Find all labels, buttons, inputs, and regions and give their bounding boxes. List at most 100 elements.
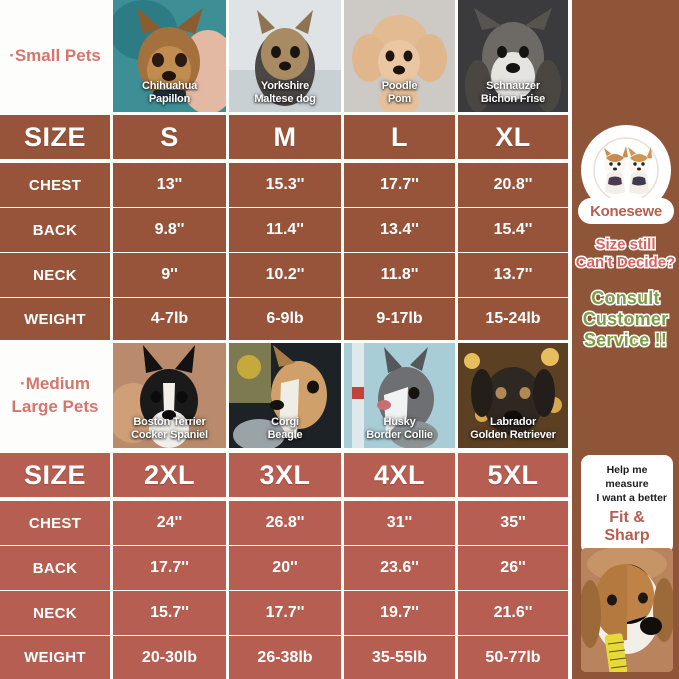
large-back-4xl: 23.6'' <box>344 546 455 590</box>
husky-art <box>344 343 455 448</box>
corgi-line2: Beagle <box>267 428 303 441</box>
small-weight-m: 6-9lb <box>229 298 341 340</box>
large-table-size-3xl: 3XL <box>229 453 341 497</box>
small-table-size-header: SIZE <box>0 115 110 159</box>
yorkshire-line2: Maltese dog <box>254 92 316 105</box>
small-weight-l: 9-17lb <box>344 298 455 340</box>
promo-green-line3[interactable]: Service !! <box>582 329 668 352</box>
boston-terrier-art <box>113 343 226 448</box>
large-row-label-neck: NECK <box>0 591 110 635</box>
small-neck-s: 9'' <box>113 253 226 297</box>
chihuahua-line1: Chihuahua <box>141 80 198 93</box>
chihuahua-photo: Chihuahua Papillon <box>113 0 226 112</box>
small-back-xl: 15.4'' <box>458 208 568 252</box>
schnauzer-art <box>458 0 568 112</box>
large-table-size-2xl: 2XL <box>113 453 226 497</box>
large-chest-2xl: 24'' <box>113 501 226 545</box>
large-pets-label: ·Medium Large Pets <box>0 343 110 448</box>
small-row-label-back: BACK <box>0 208 110 252</box>
small-row-label-chest: CHEST <box>0 163 110 207</box>
large-weight-5xl: 50-77lb <box>458 636 568 679</box>
large-row-label-weight: WEIGHT <box>0 636 110 679</box>
bubble-line1: Help me measure <box>605 464 649 491</box>
large-chest-3xl: 26.8'' <box>229 501 341 545</box>
schnauzer-line1: Schnauzer <box>486 80 540 93</box>
large-back-3xl: 20'' <box>229 546 341 590</box>
large-pets-label-line1: ·Medium <box>20 373 90 393</box>
large-weight-4xl: 35-55lb <box>344 636 455 679</box>
large-table-size-5xl: 5XL <box>458 453 568 497</box>
yorkshire-photo: Yorkshire Maltese dog <box>229 0 341 112</box>
promo-question: Size still Can't Decide? <box>572 235 679 273</box>
small-pets-label-text: ·Small Pets <box>9 45 101 65</box>
yorkshire-line1: Yorkshire <box>260 80 310 93</box>
promo-green-line1[interactable]: Consult <box>590 286 661 309</box>
small-table-header-divider <box>0 160 568 162</box>
small-row-label-weight: WEIGHT <box>0 298 110 340</box>
large-table-size-4xl: 4XL <box>344 453 455 497</box>
corgi-line1: Corgi <box>271 416 299 429</box>
poodle-art <box>344 0 455 112</box>
large-chest-4xl: 31'' <box>344 501 455 545</box>
boston-terrier-line2: Cocker Spaniel <box>131 428 208 441</box>
large-back-5xl: 26'' <box>458 546 568 590</box>
small-chest-m: 15.3'' <box>229 163 341 207</box>
poodle-photo: Poodle Pom <box>344 0 455 112</box>
small-table-size-s: S <box>113 115 226 159</box>
large-row-label-chest: CHEST <box>0 501 110 545</box>
brand-name-text: Konesewe <box>590 202 662 220</box>
small-table-size-l: L <box>344 115 455 159</box>
bubble-line3: Fit & Sharp <box>604 508 650 544</box>
small-back-m: 11.4'' <box>229 208 341 252</box>
corgi-photo: Corgi Beagle <box>229 343 341 448</box>
small-back-s: 9.8'' <box>113 208 226 252</box>
measure-speech-bubble: Help me measure I want a better Fit & Sh… <box>581 455 673 565</box>
small-table-size-xl: XL <box>458 115 568 159</box>
beagle-measuring-tape-art <box>581 548 673 672</box>
large-pets-label-line2: Large Pets <box>11 396 99 416</box>
small-weight-s: 4-7lb <box>113 298 226 340</box>
boston-terrier-photo: Boston Terrier Cocker Spaniel <box>113 343 226 448</box>
promo-pink-line2: Can't Decide? <box>574 252 676 272</box>
bubble-line2: I want a better <box>596 492 667 505</box>
brand-name: Konesewe <box>578 198 674 224</box>
schnauzer-caption: Schnauzer Bichon Frise <box>458 80 568 112</box>
small-neck-l: 11.8'' <box>344 253 455 297</box>
chihuahua-line2: Papillon <box>148 92 191 105</box>
large-weight-2xl: 20-30lb <box>113 636 226 679</box>
husky-line2: Border Collie <box>366 428 433 441</box>
corgi-caption: Corgi Beagle <box>229 416 341 448</box>
chihuahua-caption: Chihuahua Papillon <box>113 80 226 112</box>
yorkshire-caption: Yorkshire Maltese dog <box>229 80 341 112</box>
corgi-art <box>229 343 341 448</box>
small-chest-s: 13'' <box>113 163 226 207</box>
small-table-size-m: M <box>229 115 341 159</box>
large-row-label-back: BACK <box>0 546 110 590</box>
promo-cta[interactable]: Consult Customer Service !! <box>572 286 679 352</box>
small-neck-xl: 13.7'' <box>458 253 568 297</box>
small-back-l: 13.4'' <box>344 208 455 252</box>
small-chest-xl: 20.8'' <box>458 163 568 207</box>
small-row-label-neck: NECK <box>0 253 110 297</box>
promo-green-line2[interactable]: Customer <box>581 308 669 331</box>
labrador-caption: Labrador Golden Retriever <box>458 416 568 448</box>
husky-photo: Husky Border Collie <box>344 343 455 448</box>
small-pets-label: ·Small Pets <box>0 0 110 112</box>
schnauzer-line2: Bichon Frise <box>480 92 546 105</box>
small-neck-m: 10.2'' <box>229 253 341 297</box>
large-chest-5xl: 35'' <box>458 501 568 545</box>
large-table-size-header: SIZE <box>0 453 110 497</box>
boston-terrier-line1: Boston Terrier <box>133 416 206 429</box>
schnauzer-photo: Schnauzer Bichon Frise <box>458 0 568 112</box>
small-chest-l: 17.7'' <box>344 163 455 207</box>
large-table-header-divider <box>0 498 568 500</box>
labrador-line1: Labrador <box>489 416 537 429</box>
poodle-line2: Pom <box>387 92 412 105</box>
large-neck-4xl: 19.7'' <box>344 591 455 635</box>
large-neck-5xl: 21.6'' <box>458 591 568 635</box>
brand-sidebar: Konesewe Size still Can't Decide? Consul… <box>572 0 679 679</box>
chihuahua-art <box>113 0 226 112</box>
corgi-pair-icon <box>590 134 662 206</box>
beagle-measuring-tape-photo <box>581 548 673 672</box>
